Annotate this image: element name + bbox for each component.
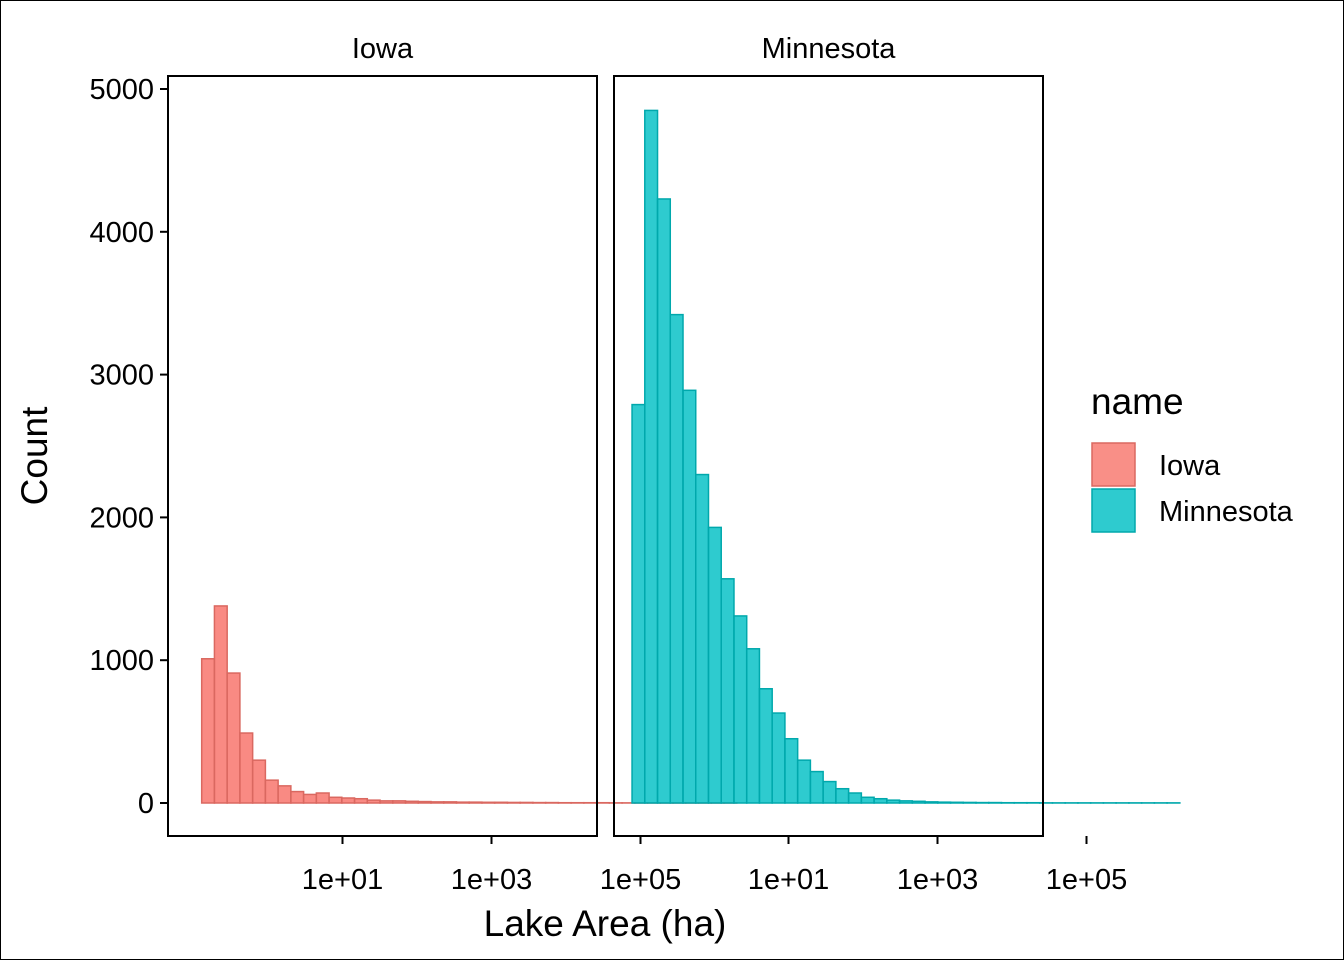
facet-panels: 0 1000 2000 3000 4000 5000 Iowa 1e+01 1e+03 1e+05… bbox=[89, 33, 1179, 896]
histogram-bar bbox=[431, 802, 444, 803]
histogram-bar bbox=[265, 780, 278, 803]
histogram-bar bbox=[810, 772, 823, 803]
histogram-bar bbox=[393, 801, 406, 803]
histogram-bar bbox=[456, 802, 469, 803]
histogram-bar bbox=[887, 800, 900, 803]
histogram-bar bbox=[747, 649, 760, 803]
histogram-bar bbox=[367, 800, 380, 803]
histogram-bar bbox=[214, 606, 227, 803]
histogram-bar bbox=[683, 390, 696, 803]
histogram-bar bbox=[721, 579, 734, 803]
legend-label: Minnesota bbox=[1159, 496, 1294, 528]
histogram-bar bbox=[658, 199, 671, 803]
histogram-bar bbox=[798, 760, 811, 803]
histogram-bar bbox=[291, 792, 304, 803]
histogram-bar bbox=[708, 527, 721, 803]
histogram-bar bbox=[240, 733, 253, 803]
legend-label: Iowa bbox=[1159, 450, 1221, 482]
y-tick-label: 0 bbox=[138, 788, 154, 820]
x-tick-label: 1e+03 bbox=[451, 864, 532, 896]
x-axis-title: Lake Area (ha) bbox=[484, 903, 727, 944]
histogram-bar bbox=[469, 802, 482, 803]
histogram-bar bbox=[874, 799, 887, 803]
histogram-bar bbox=[861, 797, 874, 803]
histogram-bar bbox=[632, 405, 645, 803]
histogram-bar bbox=[900, 801, 913, 803]
histogram-bar bbox=[418, 802, 431, 803]
x-tick-label: 1e+03 bbox=[897, 864, 978, 896]
histogram-bar bbox=[925, 802, 938, 803]
histogram-bar bbox=[227, 673, 240, 803]
histogram-bar bbox=[495, 802, 508, 803]
y-tick-label: 4000 bbox=[89, 217, 154, 249]
histogram-bar bbox=[202, 659, 215, 803]
legend-key bbox=[1092, 489, 1135, 532]
histogram-bar bbox=[316, 793, 329, 803]
y-tick-label: 5000 bbox=[89, 74, 154, 106]
histogram-bar bbox=[912, 801, 925, 803]
histogram-bar bbox=[696, 475, 709, 803]
histogram-bar bbox=[253, 760, 266, 803]
x-tick-label: 1e+01 bbox=[302, 864, 383, 896]
x-tick-label: 1e+05 bbox=[1046, 864, 1127, 896]
histogram-bar bbox=[380, 801, 393, 803]
histogram-bar bbox=[785, 739, 798, 803]
y-tick-label: 1000 bbox=[89, 645, 154, 677]
facet-strip-label: Iowa bbox=[352, 33, 414, 65]
y-axis-title: Count bbox=[14, 406, 55, 505]
histogram-bar bbox=[938, 802, 951, 803]
histogram-bar bbox=[951, 802, 964, 803]
x-tick-label: 1e+01 bbox=[748, 864, 829, 896]
histogram-bar bbox=[278, 786, 291, 803]
facet-strip-label: Minnesota bbox=[762, 33, 897, 65]
histogram-bar bbox=[823, 782, 836, 803]
histogram-bar bbox=[963, 802, 976, 803]
histogram-bar bbox=[670, 315, 683, 803]
histogram-bar bbox=[482, 802, 495, 803]
histogram-bar bbox=[507, 802, 520, 803]
legend: name Iowa Minnesota bbox=[1091, 381, 1294, 532]
histogram-bar bbox=[329, 797, 342, 803]
histogram-bar bbox=[734, 616, 747, 803]
histogram-bar bbox=[406, 801, 419, 803]
histogram-bar bbox=[355, 799, 368, 803]
x-tick-label: 1e+05 bbox=[600, 864, 681, 896]
y-tick-label: 2000 bbox=[89, 502, 154, 534]
histogram-bar bbox=[444, 802, 457, 803]
histogram-bar bbox=[520, 802, 533, 803]
histogram-bar bbox=[836, 789, 849, 803]
histogram-bar bbox=[342, 798, 355, 803]
legend-title: name bbox=[1091, 381, 1184, 422]
y-tick-label: 3000 bbox=[89, 360, 154, 392]
histogram-bar bbox=[645, 110, 658, 803]
histogram-bar bbox=[772, 713, 785, 803]
histogram-bar bbox=[849, 793, 862, 803]
histogram-bar bbox=[759, 689, 772, 803]
legend-key bbox=[1092, 443, 1135, 486]
histogram-bar bbox=[304, 794, 317, 803]
